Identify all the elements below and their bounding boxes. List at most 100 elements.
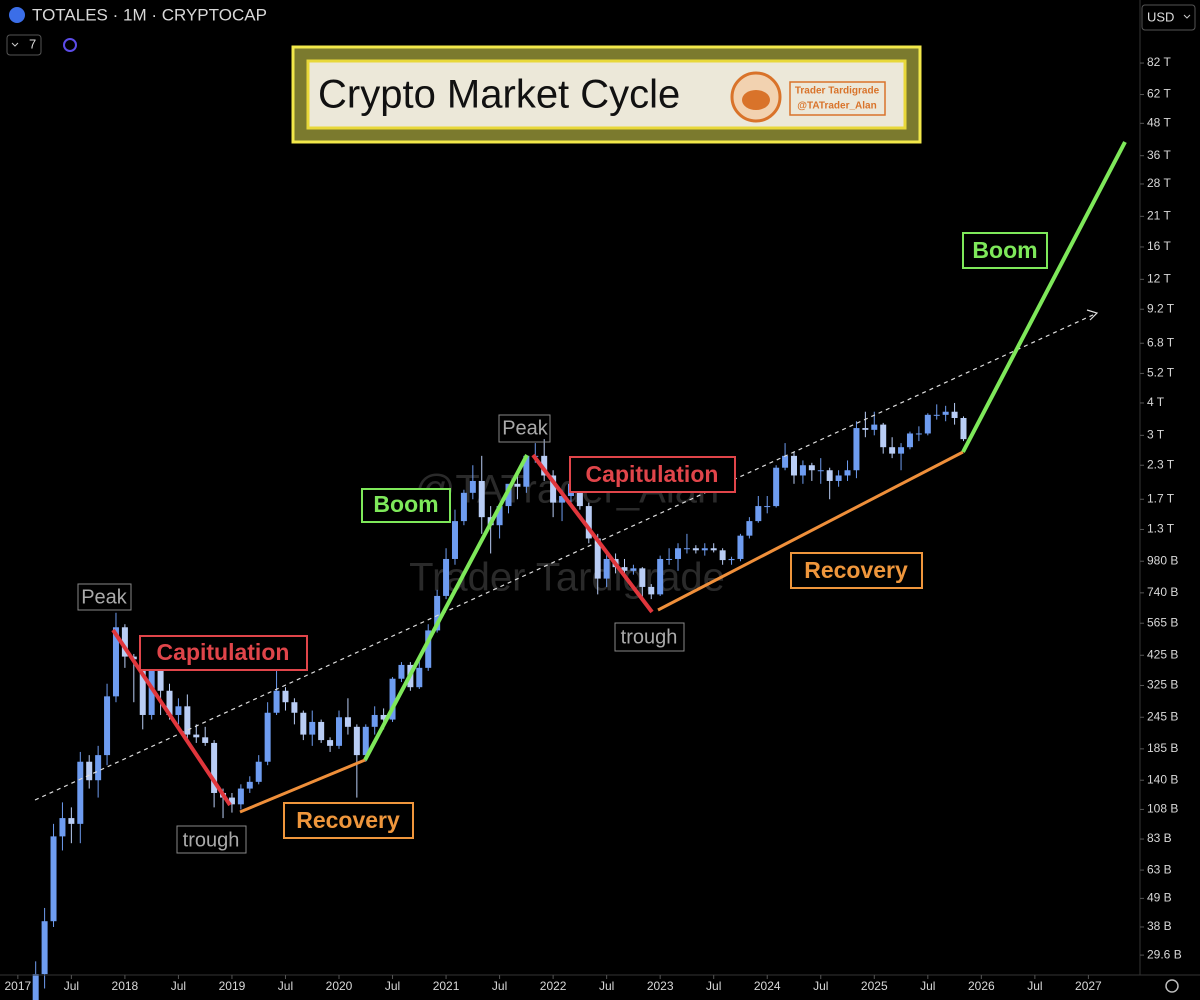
indicator[interactable]: 7 (29, 36, 36, 51)
candle-body (799, 465, 806, 476)
candle-body (443, 558, 450, 596)
candles (32, 402, 967, 1000)
y-tick-label: 29.6 B (1147, 947, 1182, 961)
candle-body (960, 417, 967, 440)
candle-body (701, 548, 708, 551)
y-tick-label: 1.7 T (1147, 491, 1175, 505)
candle-body (371, 714, 378, 727)
candle-body (434, 595, 441, 631)
y-tick-label: 12 T (1147, 271, 1171, 285)
label-box (77, 583, 132, 611)
y-tick-label: 3 T (1147, 428, 1165, 442)
candle-body (273, 690, 280, 713)
y-tick-label: 1.3 T (1147, 522, 1175, 536)
capitulation-line (111, 628, 232, 807)
candle-body (104, 696, 111, 756)
y-tick-label: 82 T (1147, 55, 1171, 69)
label-box (569, 456, 736, 493)
candle-body (889, 447, 896, 454)
y-tick-label: 48 T (1147, 115, 1171, 129)
x-tick-label: 2024 (754, 979, 781, 993)
boom-line (363, 454, 529, 761)
candle-body (264, 712, 271, 762)
candle-body (469, 480, 476, 493)
x-tick-label: 2017 (4, 979, 31, 993)
boom-line (961, 141, 1127, 453)
currency[interactable]: USD (1147, 9, 1174, 24)
y-tick-label: 83 B (1147, 831, 1172, 845)
candle-body (683, 548, 690, 550)
x-tick-label: 2022 (540, 979, 567, 993)
candle-body (77, 761, 84, 824)
y-tick-label: 425 B (1147, 647, 1178, 661)
candle-body (380, 714, 387, 720)
label-box (176, 825, 247, 854)
annotation: trough (183, 829, 240, 851)
author: Trader Tardigrade (795, 86, 880, 97)
label-box (790, 552, 923, 589)
candle-body (862, 428, 869, 430)
candle-body (166, 690, 173, 715)
watermark: Trader Tardigrade (409, 556, 725, 600)
label-box (962, 232, 1048, 269)
candle-body (550, 475, 557, 503)
candle-body (755, 506, 762, 522)
candle-body (398, 664, 405, 679)
author-box (789, 81, 886, 116)
candle-body (648, 586, 655, 595)
candle-body (451, 521, 458, 559)
title-panel (306, 59, 907, 130)
indicator-box[interactable] (6, 34, 42, 56)
label-box (283, 802, 414, 839)
candle-body (541, 455, 548, 476)
y-tick-label: 16 T (1147, 239, 1171, 253)
candle-body (933, 414, 940, 416)
candle-body (844, 470, 851, 476)
settings-icon[interactable] (1165, 979, 1179, 993)
y-tick-label: 38 B (1147, 919, 1172, 933)
candle-body (675, 548, 682, 559)
candle-body (59, 818, 66, 837)
candle-body (353, 726, 360, 756)
candle-body (282, 690, 289, 703)
candle-body (585, 506, 592, 539)
candle-body (737, 535, 744, 559)
candle-body (389, 678, 396, 720)
candle-body (291, 702, 298, 713)
currency-box[interactable] (1141, 4, 1196, 31)
y-tick-label: 565 B (1147, 615, 1178, 629)
candle-body (915, 433, 922, 435)
symbol-title[interactable]: TOTALES · 1M · CRYPTOCAP (32, 5, 267, 24)
annotation: Recovery (804, 557, 908, 583)
y-tick-label: 4 T (1147, 395, 1165, 409)
annotation: Capitulation (586, 461, 719, 487)
candle-body (362, 726, 369, 756)
candle-body (639, 568, 646, 587)
label-box (139, 635, 308, 671)
x-tick-label: 2023 (647, 979, 674, 993)
x-tick-label: Jul (385, 979, 400, 993)
x-tick-label: 2019 (219, 979, 246, 993)
candle-body (121, 627, 128, 657)
annotation: Recovery (296, 807, 400, 833)
y-tick-label: 2.3 T (1147, 457, 1175, 471)
candle-body (68, 818, 75, 824)
candle-body (906, 433, 913, 448)
y-tick-label: 108 B (1147, 802, 1178, 816)
candle-body (496, 506, 503, 526)
candle-body (657, 558, 664, 595)
chevron (1183, 14, 1191, 19)
x-tick-label: Jul (920, 979, 935, 993)
x-tick-label: Jul (706, 979, 721, 993)
sync-icon[interactable] (63, 38, 77, 52)
y-tick-label: 980 B (1147, 553, 1178, 567)
candle-body (594, 538, 601, 579)
candle-body (621, 567, 628, 571)
x-tick-label: Jul (1027, 979, 1042, 993)
candle-body (603, 558, 610, 579)
candle-body (746, 521, 753, 536)
candle-body (416, 667, 423, 688)
candle-body (157, 664, 164, 691)
recovery-line (239, 758, 366, 814)
